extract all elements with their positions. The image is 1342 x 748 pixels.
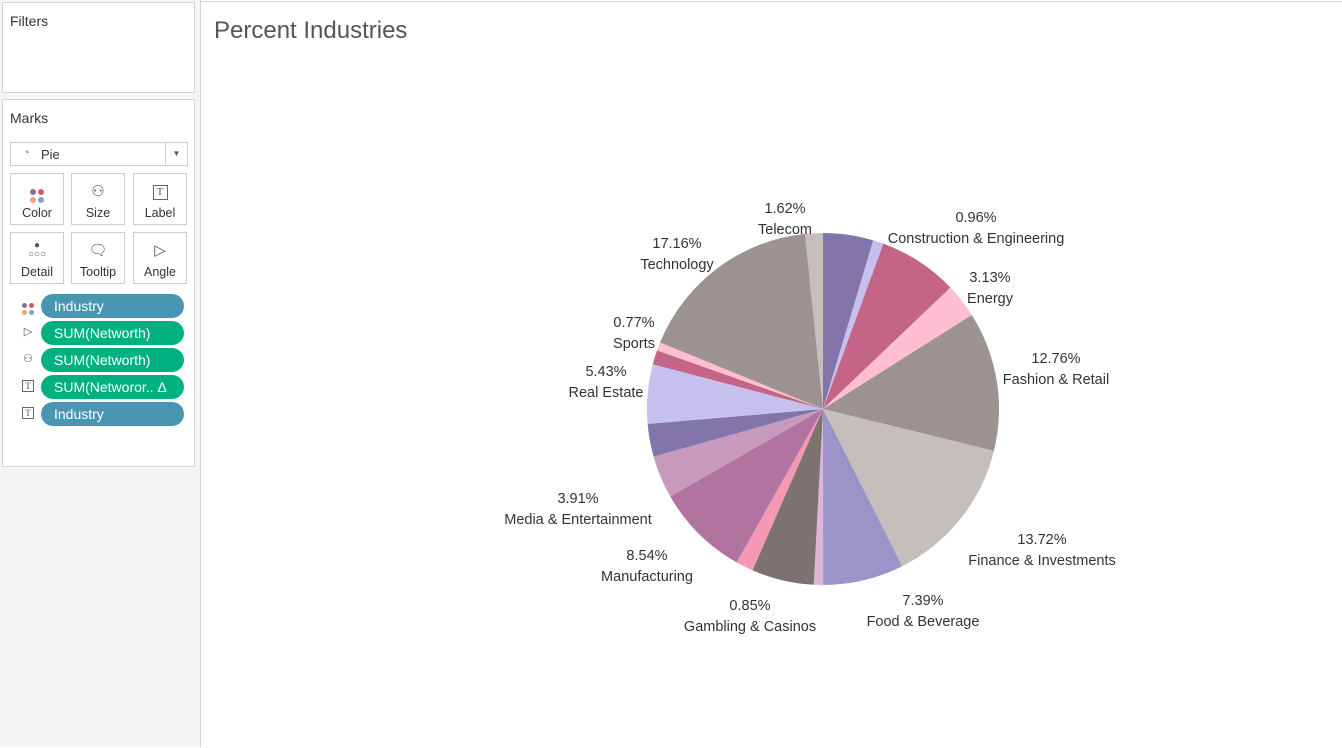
slice-label: 5.43% Real Estate (569, 362, 644, 404)
filters-title: Filters (10, 13, 49, 29)
detail-dots-icon: ● ○○○ (27, 240, 47, 260)
slice-percent: 17.16% (652, 236, 702, 252)
slice-name: Manufacturing (601, 569, 693, 585)
color-button-label: Color (22, 206, 52, 220)
slice-label: 12.76% Fashion & Retail (1003, 349, 1109, 391)
text-label-icon: T (20, 405, 36, 421)
slice-name: Fashion & Retail (1002, 372, 1110, 388)
slice-percent: 3.13% (969, 270, 1011, 286)
pie-slice-food-beverage[interactable] (823, 409, 903, 585)
slice-label: 0.96% Construction & Engineering (888, 208, 1065, 250)
slice-label: 0.85% Gambling & Casinos (684, 596, 816, 638)
angle-button-label: Angle (144, 265, 176, 279)
slice-label: 13.72% Finance & Investments (968, 530, 1116, 572)
text-label-icon: T (20, 378, 36, 394)
slice-name: Media & Entertainment (504, 512, 652, 528)
mark-type-select[interactable]: ◔ Pie ▼ (10, 142, 188, 166)
pie-slice-construction-engineering[interactable] (823, 240, 884, 409)
marks-title: Marks (10, 110, 49, 126)
slice-name: Construction & Engineering (887, 231, 1065, 247)
color-dots-icon (11, 182, 63, 203)
pie-slice-technology[interactable] (660, 233, 823, 409)
networth-label-pill[interactable]: SUM(Networor.. Δ (41, 375, 184, 399)
chart-title: Percent Industries (214, 17, 408, 44)
pie-slice-real-estate[interactable] (647, 364, 823, 424)
slice-label: 8.54% Manufacturing (601, 546, 693, 588)
industry-label-pill[interactable]: Industry (41, 402, 184, 426)
slice-percent: 1.62% (764, 201, 806, 217)
slice-percent: 0.96% (955, 210, 997, 226)
size-icon: ⚇ (23, 353, 33, 365)
label-button-label: Label (144, 206, 176, 220)
slice-name: Technology (640, 257, 714, 273)
slice-name: Sports (613, 336, 655, 352)
pie-icon: ◔ (23, 147, 30, 159)
slice-name: Real Estate (568, 385, 644, 401)
slice-name: Telecom (758, 222, 812, 238)
pie-slice[interactable] (823, 243, 951, 409)
pie-slice[interactable] (823, 233, 874, 409)
pie-slice-telecom[interactable] (805, 233, 823, 409)
pie-chart (647, 233, 999, 585)
industry-color-pill[interactable]: Industry (41, 294, 184, 318)
detail-button-label: Detail (21, 265, 53, 279)
tooltip-icon: 🗨 (88, 242, 108, 259)
size-icon: ⚇ (91, 183, 105, 200)
pie-slice-manufacturing[interactable] (670, 409, 823, 563)
networth-angle-pill[interactable]: SUM(Networth) (41, 321, 184, 345)
slice-label: 1.62% Telecom (758, 199, 812, 241)
mark-type-value: Pie (41, 147, 60, 162)
slice-label: 3.13% Energy (967, 268, 1013, 310)
text-label-icon: T (134, 182, 186, 200)
left-panel: Filters Marks ◔ Pie ▼ Color ⚇ Size T Lab… (0, 0, 201, 747)
slice-name: Food & Beverage (866, 614, 980, 630)
slice-percent: 12.76% (1031, 351, 1081, 367)
detail-button[interactable]: ● ○○○ Detail (10, 232, 64, 284)
pie-slice[interactable] (647, 409, 823, 457)
chevron-down-icon[interactable]: ▼ (165, 143, 187, 165)
slice-percent: 7.39% (902, 593, 944, 609)
slice-name: Finance & Investments (968, 553, 1116, 569)
pie-slice-finance-investments[interactable] (823, 409, 994, 567)
color-dots-icon (20, 297, 36, 315)
tooltip-button[interactable]: 🗨 Tooltip (71, 232, 125, 284)
size-button[interactable]: ⚇ Size (71, 173, 125, 225)
slice-percent: 5.43% (585, 364, 627, 380)
pie-slice-media-entertainment[interactable] (653, 409, 823, 497)
slice-label: 3.91% Media & Entertainment (504, 489, 652, 531)
slice-percent: 0.85% (729, 598, 771, 614)
slice-percent: 8.54% (626, 548, 668, 564)
pie-slice-fashion-retail[interactable] (823, 314, 999, 451)
slice-name: Gambling & Casinos (683, 619, 817, 635)
pie-slice[interactable] (652, 350, 823, 409)
angle-icon: ▷ (23, 326, 33, 338)
slice-label: 7.39% Food & Beverage (867, 591, 980, 633)
pill-row-angle: ▷ SUM(Networth) (3, 321, 196, 345)
slice-percent: 3.91% (557, 491, 599, 507)
pie-slice[interactable] (752, 409, 823, 585)
pill-row-size: ⚇ SUM(Networth) (3, 348, 196, 372)
pill-row-label: T SUM(Networor.. Δ (3, 375, 196, 399)
slice-name: Energy (967, 291, 1013, 307)
size-button-label: Size (85, 206, 111, 220)
angle-icon: ▷ (154, 242, 166, 259)
pie-slice[interactable] (736, 409, 823, 571)
pie-slice-sports[interactable] (657, 342, 823, 409)
pie-slice-energy[interactable] (823, 287, 972, 409)
tooltip-button-label: Tooltip (79, 265, 117, 279)
pill-row-label-2: T Industry (3, 402, 196, 426)
slice-label: 0.77% Sports (613, 313, 655, 355)
angle-button[interactable]: ▷ Angle (133, 232, 187, 284)
networth-size-pill[interactable]: SUM(Networth) (41, 348, 184, 372)
marks-card: Marks ◔ Pie ▼ Color ⚇ Size T Label ● ○○○ … (2, 99, 195, 467)
chart-view: Percent Industries 0.96% Construction & E… (201, 1, 1342, 747)
slice-label: 17.16% Technology (640, 234, 713, 276)
color-button[interactable]: Color (10, 173, 64, 225)
filters-shelf[interactable]: Filters (2, 2, 195, 93)
pill-row-color: Industry (3, 294, 196, 318)
label-button[interactable]: T Label (133, 173, 187, 225)
pie-slice-gambling-casinos[interactable] (813, 409, 824, 585)
slice-percent: 0.77% (613, 315, 655, 331)
slice-percent: 13.72% (1017, 532, 1067, 548)
